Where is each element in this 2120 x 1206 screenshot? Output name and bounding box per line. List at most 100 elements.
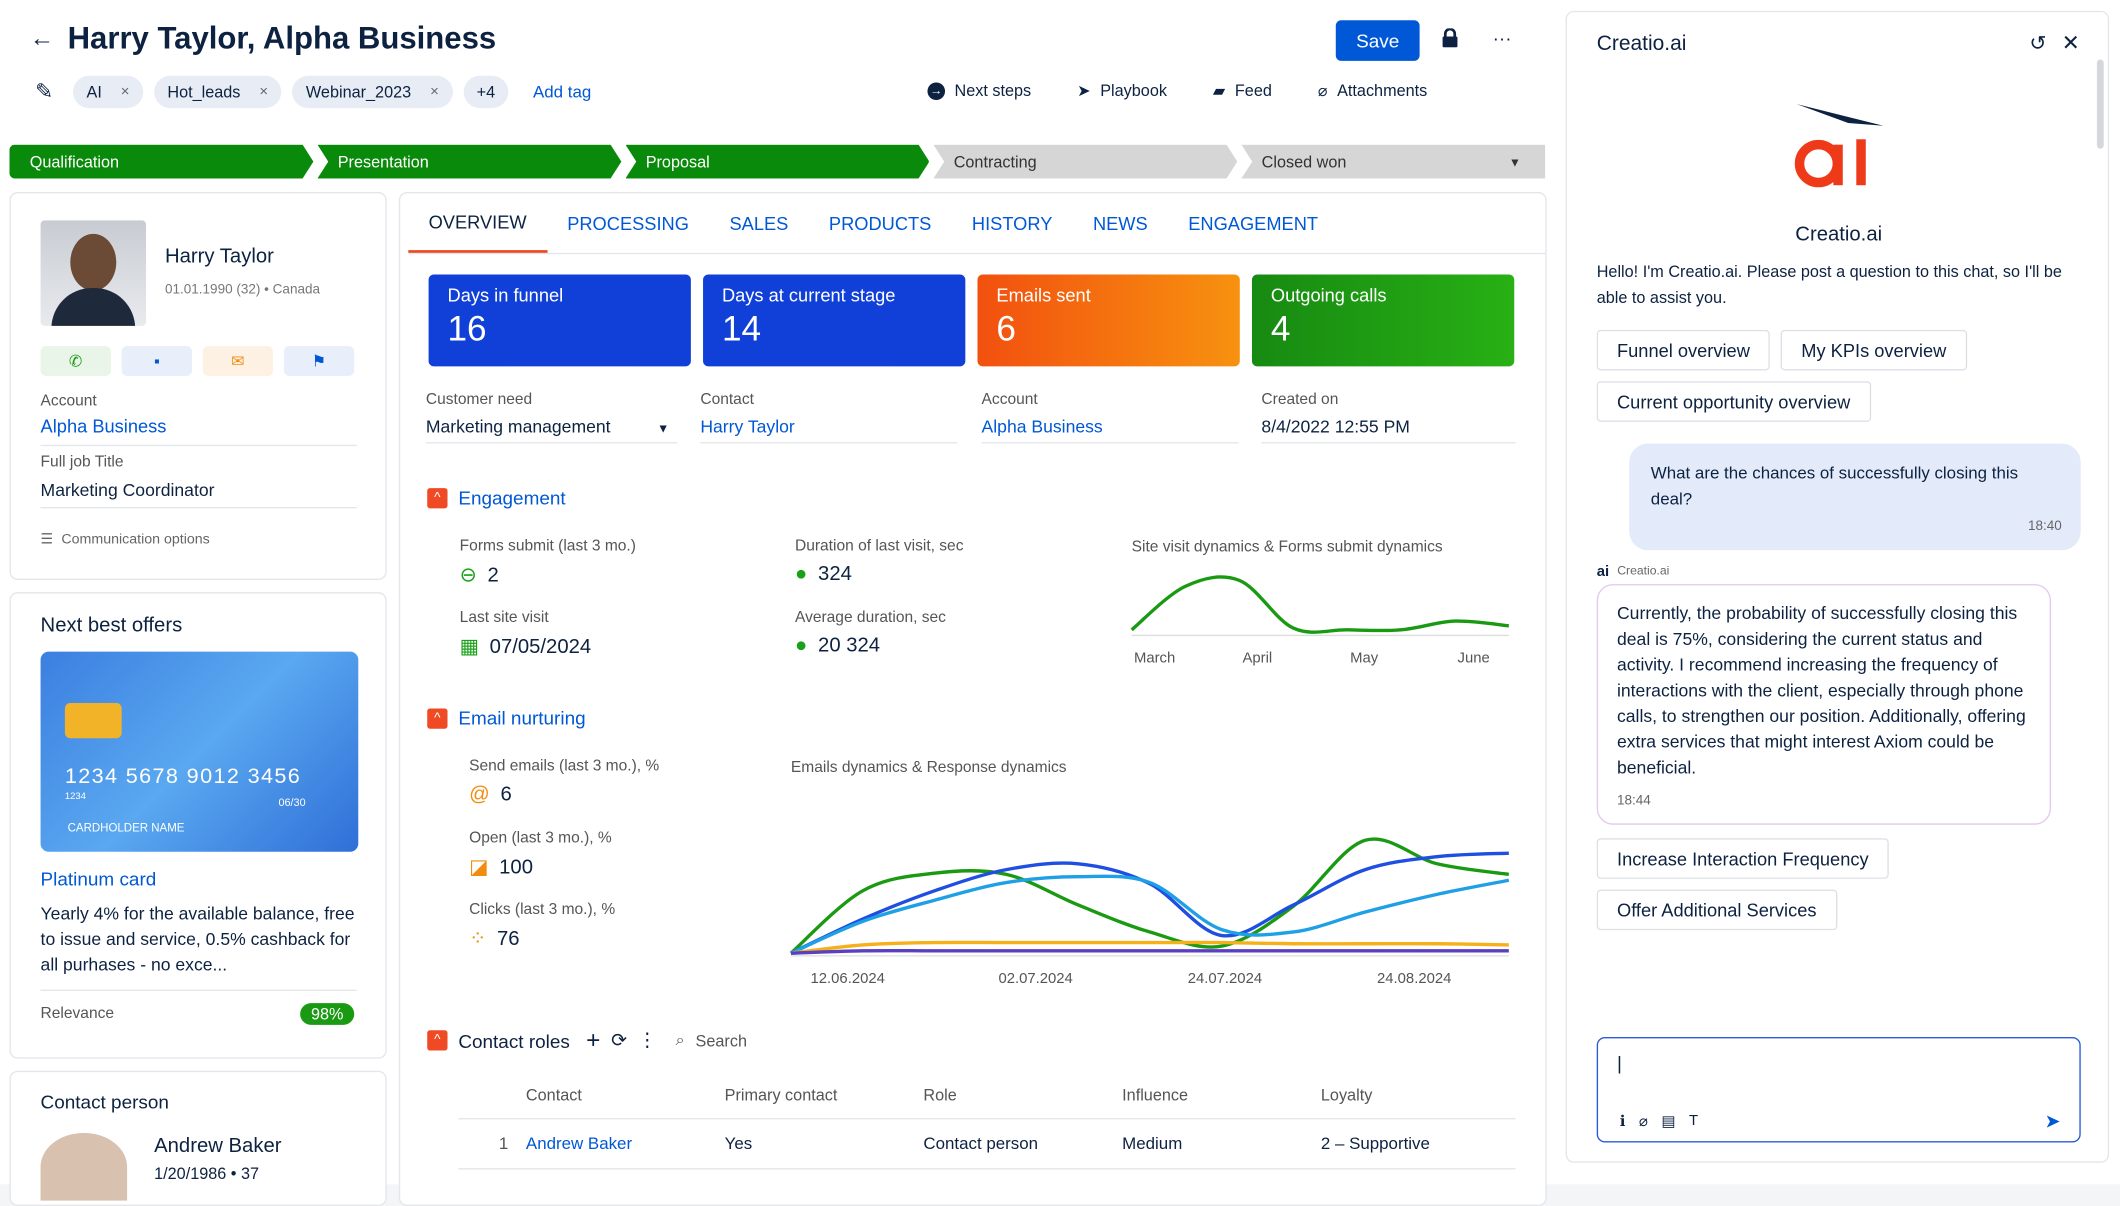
field-value: Marketing management (426, 416, 677, 436)
tag-list: AI× Hot_leads× Webinar_2023× +4 Add tag (73, 76, 591, 108)
collapse-icon[interactable]: ^ (427, 708, 447, 728)
attachments-button[interactable]: ⌀Attachments (1318, 81, 1427, 100)
stage-bar: Qualification Presentation Proposal Cont… (9, 145, 1545, 179)
kpi-emails-sent: Emails sent6 (977, 274, 1239, 366)
contact-link[interactable]: Harry Taylor (700, 416, 957, 436)
column-header[interactable]: Primary contact (725, 1086, 838, 1105)
tag-ai[interactable]: AI× (73, 76, 143, 108)
stage-proposal[interactable]: Proposal (625, 145, 929, 179)
search-icon[interactable]: ⌕ (676, 1030, 685, 1050)
next-steps-button[interactable]: →Next steps (927, 81, 1031, 100)
tab-products[interactable]: PRODUCTS (809, 193, 952, 252)
suggestion-chip[interactable]: Offer Additional Services (1597, 890, 1837, 931)
tab-sales[interactable]: SALES (709, 193, 808, 252)
kpi-label: Days at current stage (722, 285, 946, 305)
send-icon[interactable]: ➤ (2045, 1110, 2061, 1133)
info-icon[interactable]: ℹ (1620, 1113, 1626, 1131)
suggestion-chip[interactable]: Increase Interaction Frequency (1597, 838, 1889, 879)
column-header[interactable]: Contact (526, 1086, 582, 1105)
tab-overview[interactable]: OVERVIEW (408, 193, 547, 252)
column-header[interactable]: Role (923, 1086, 956, 1105)
stage-presentation[interactable]: Presentation (317, 145, 621, 179)
paperclip-icon[interactable]: ⌀ (1639, 1113, 1648, 1131)
flag-icon[interactable]: ⚑ (284, 346, 354, 376)
input-text[interactable]: | (1617, 1052, 1622, 1074)
tab-engagement[interactable]: ENGAGEMENT (1168, 193, 1338, 252)
remove-tag-icon[interactable]: × (121, 84, 130, 100)
engagement-section-header[interactable]: ^Engagement (427, 487, 565, 509)
email-nurturing-section-header[interactable]: ^ Email nurturing (427, 707, 585, 729)
remove-tag-icon[interactable]: × (259, 84, 268, 100)
contact-link[interactable]: Andrew Baker (526, 1134, 632, 1153)
add-tag-link[interactable]: Add tag (533, 82, 591, 101)
stage-closed-won[interactable]: Closed won▼ (1241, 145, 1545, 179)
series-line-4 (791, 951, 1509, 954)
refresh-icon[interactable]: ↺ (2029, 31, 2046, 55)
add-icon[interactable]: + (586, 1026, 600, 1054)
feed-button[interactable]: ▰Feed (1213, 81, 1272, 100)
chat-input[interactable]: | ℹ ⌀ ▤ T ➤ (1597, 1037, 2081, 1142)
communication-label: Communication options (61, 531, 209, 547)
opportunity-overview-chip[interactable]: Current opportunity overview (1597, 381, 1871, 422)
pen-icon[interactable]: ✎ (35, 78, 53, 105)
back-arrow-icon[interactable]: ← (30, 24, 54, 52)
kpi-value: 16 (448, 308, 672, 350)
avatar (41, 220, 146, 325)
communication-options[interactable]: ☰ Communication options (41, 531, 210, 547)
stage-contracting[interactable]: Contracting (933, 145, 1237, 179)
paperclip-icon: ⌀ (1318, 81, 1328, 100)
created-on-field: Created on8/4/2022 12:55 PM (1261, 392, 1515, 443)
phone-icon[interactable]: ✆ (41, 346, 111, 376)
scrollbar[interactable] (2097, 59, 2104, 148)
stage-qualification[interactable]: Qualification (9, 145, 313, 179)
offer-name[interactable]: Platinum card (41, 868, 157, 890)
close-icon[interactable]: ✕ (2062, 30, 2080, 57)
search-input[interactable]: Search (696, 1031, 747, 1050)
customer-need-field[interactable]: Customer needMarketing management▼ (426, 392, 677, 443)
card-small-number: 1234 (65, 792, 86, 801)
text-format-icon[interactable]: T (1689, 1113, 1698, 1131)
kpis-overview-chip[interactable]: My KPIs overview (1781, 330, 1967, 371)
tab-history[interactable]: HISTORY (952, 193, 1073, 252)
account-link[interactable]: Alpha Business (982, 416, 1239, 436)
offer-description: Yearly 4% for the available balance, fre… (41, 900, 363, 977)
refresh-icon[interactable]: ⟳ (611, 1029, 627, 1052)
column-header[interactable]: Loyalty (1321, 1086, 1372, 1105)
message-icon[interactable]: ▪ (122, 346, 192, 376)
kebab-menu-icon[interactable]: ⋮ (638, 1029, 657, 1052)
contact-actions: ✆ ▪ ✉ ⚑ (41, 346, 355, 376)
collapse-icon[interactable]: ^ (427, 487, 447, 507)
tab-processing[interactable]: PROCESSING (547, 193, 709, 252)
section-title: Email nurturing (458, 707, 585, 729)
sliders-icon: ☰ (41, 531, 54, 547)
account-link[interactable]: Alpha Business (41, 416, 167, 436)
email-icon[interactable]: ✉ (203, 346, 273, 376)
tag-hot-leads[interactable]: Hot_leads× (154, 76, 282, 108)
playbook-button[interactable]: ➤Playbook (1077, 81, 1167, 100)
tab-news[interactable]: NEWS (1073, 193, 1168, 252)
collapse-icon[interactable]: ^ (427, 1030, 447, 1050)
tag-webinar[interactable]: Webinar_2023× (292, 76, 452, 108)
more-menu-button[interactable]: ··· (1493, 27, 1512, 49)
profile-card: Harry Taylor 01.01.1990 (32) • Canada ✆ … (9, 192, 386, 580)
series-line-0 (1132, 577, 1509, 632)
funnel-overview-chip[interactable]: Funnel overview (1597, 330, 1770, 371)
metric-value: 324 (818, 562, 852, 585)
kpi-days-in-funnel: Days in funnel16 (429, 274, 691, 366)
contact-person-name[interactable]: Andrew Baker (154, 1134, 281, 1157)
more-tags[interactable]: +4 (463, 76, 509, 108)
field-label: Created on (1261, 392, 1515, 408)
remove-tag-icon[interactable]: × (430, 84, 439, 100)
save-button[interactable]: Save (1336, 20, 1420, 61)
card-valid: 06/30 (279, 796, 306, 808)
lock-icon[interactable] (1441, 28, 1459, 47)
metric-label: Clicks (last 3 mo.), % (469, 902, 615, 918)
table-row[interactable]: 1 Andrew Baker Yes Contact person Medium… (458, 1121, 1515, 1170)
chevron-down-icon[interactable]: ▼ (1509, 155, 1521, 169)
chevron-down-icon[interactable]: ▼ (657, 422, 669, 436)
column-header[interactable]: Influence (1122, 1086, 1188, 1105)
contact-roles-header[interactable]: ^Contact roles +⟳⋮ ⌕Search (427, 1026, 747, 1054)
message-time: 18:40 (2028, 514, 2062, 540)
contact-avatar (41, 1133, 128, 1201)
table-icon[interactable]: ▤ (1661, 1113, 1675, 1131)
